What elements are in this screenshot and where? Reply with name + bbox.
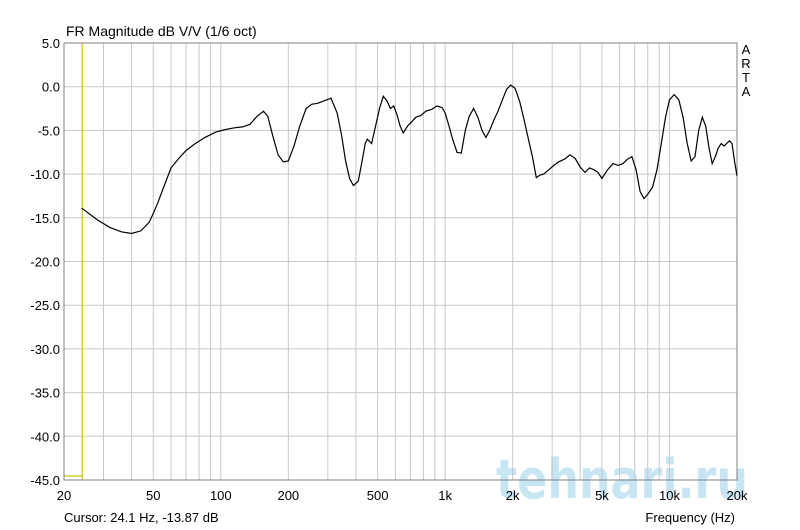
y-tick-label: 5.0 [42, 36, 60, 51]
x-tick-label: 20k [727, 488, 748, 503]
x-tick-labels: 20 50 100 200 500 1k 2k 5k 10k 20k [57, 488, 748, 503]
y-tick-label: -10.0 [30, 167, 60, 182]
x-tick-label: 2k [506, 488, 520, 503]
y-tick-label: -15.0 [30, 211, 60, 226]
x-tick-label: 200 [277, 488, 299, 503]
side-label-letter: R [741, 56, 750, 71]
x-tick-label: 1k [438, 488, 452, 503]
plot-frame [63, 42, 738, 481]
y-tick-label: -35.0 [30, 386, 60, 401]
series-line [81, 84, 738, 235]
side-label-letter: A [742, 84, 751, 99]
y-tick-label: -5.0 [38, 123, 60, 138]
grid [63, 42, 738, 481]
y-tick-label: -45.0 [30, 473, 60, 488]
y-tick-label: 0.0 [42, 80, 60, 95]
x-tick-label: 500 [367, 488, 389, 503]
chart-title: FR Magnitude dB V/V (1/6 oct) [66, 23, 257, 39]
y-tick-label: -40.0 [30, 429, 60, 444]
x-axis-label: Frequency (Hz) [645, 510, 735, 525]
y-tick-label: -20.0 [30, 255, 60, 270]
y-tick-label: -25.0 [30, 298, 60, 313]
x-tick-label: 20 [57, 488, 71, 503]
x-tick-label: 10k [659, 488, 680, 503]
y-tick-label: -30.0 [30, 342, 60, 357]
side-label-letter: T [742, 70, 750, 85]
cursor-readout: Cursor: 24.1 Hz, -13.87 dB [64, 510, 219, 525]
x-tick-label: 50 [146, 488, 160, 503]
side-label-letter: A [742, 42, 751, 57]
x-tick-label: 5k [595, 488, 609, 503]
y-tick-labels: 5.0 0.0 -5.0 -10.0 -15.0 -20.0 -25.0 -30.0 -35.0… [30, 36, 60, 488]
x-tick-label: 100 [210, 488, 232, 503]
